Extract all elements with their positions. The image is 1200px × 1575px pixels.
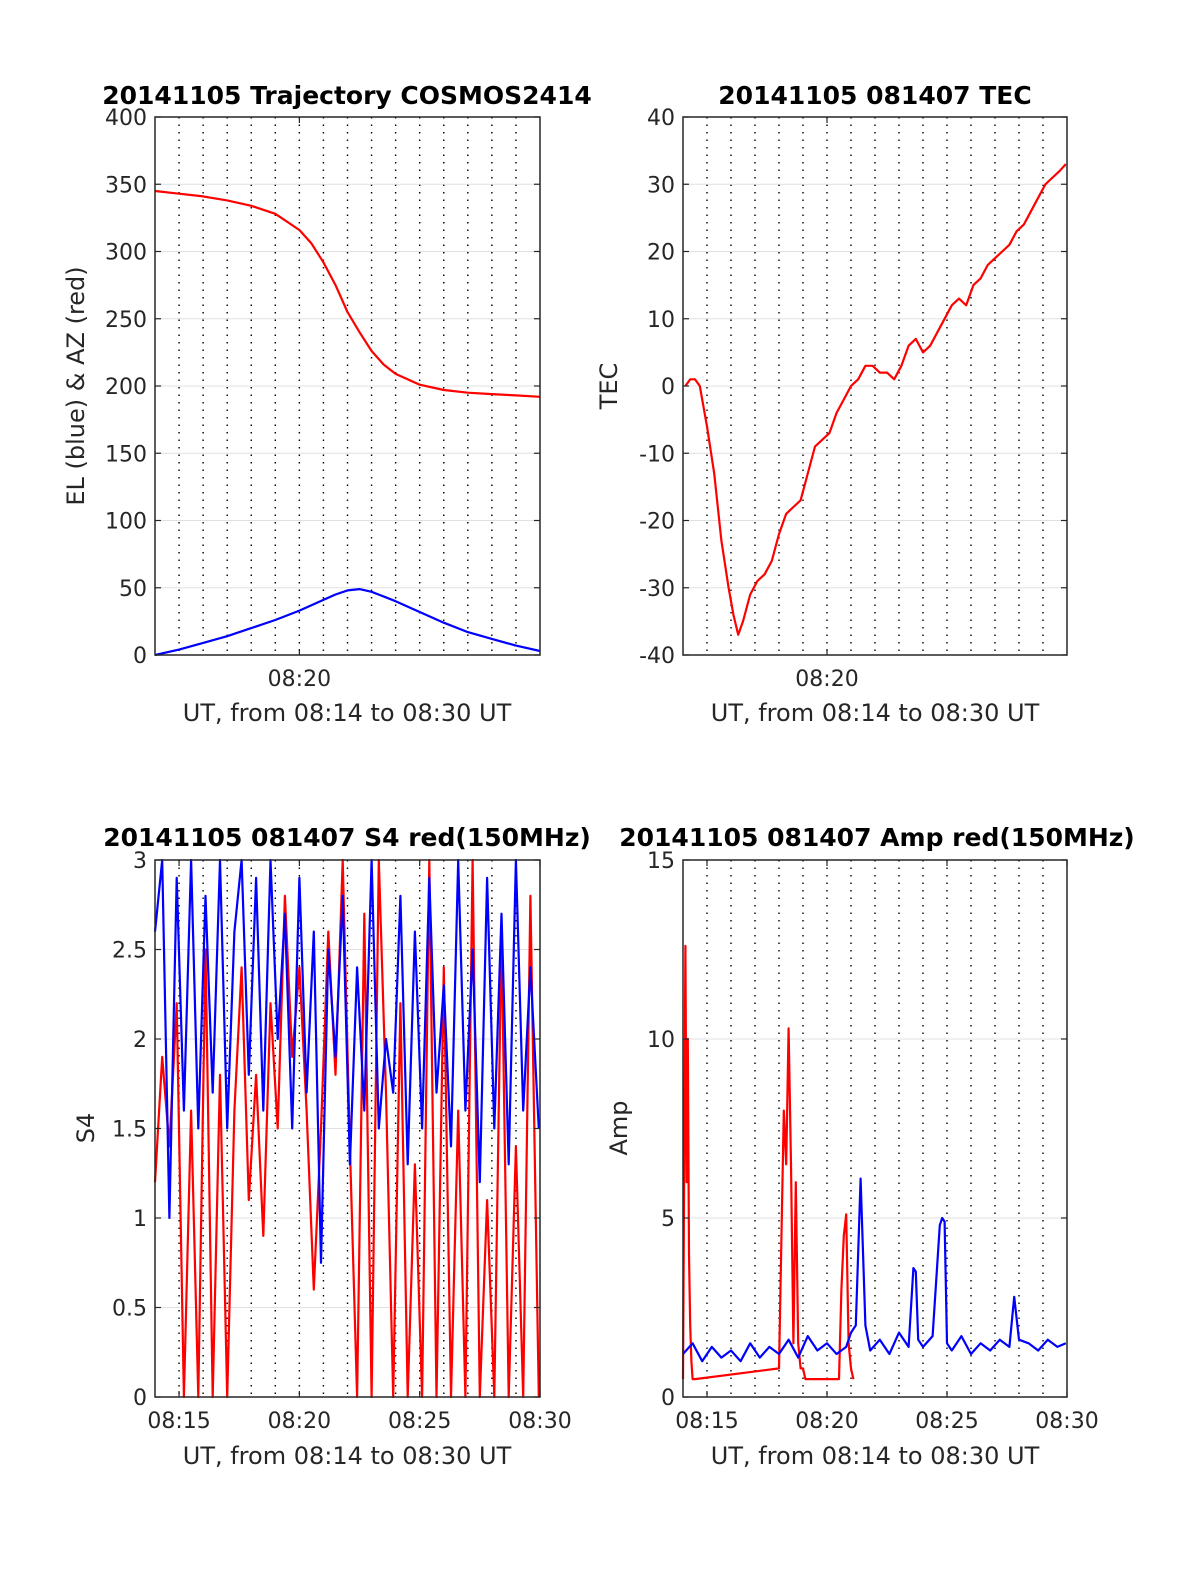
x-tick-label: 08:30 (508, 1409, 571, 1434)
ticks: -40 -30 -20 -10 0 10 20 30 40 08:20 (639, 106, 1067, 692)
y-tick-label: 350 (105, 173, 147, 198)
y-tick-label: 0 (661, 1386, 675, 1411)
x-tick-label: 08:20 (268, 1409, 331, 1434)
series-line (154, 587, 541, 657)
axes-frame (682, 859, 1068, 1398)
x-axis-label: UT, from 08:14 to 08:30 UT (183, 699, 512, 727)
series-line (684, 163, 1067, 636)
series (153, 858, 540, 1399)
series-line (154, 189, 541, 398)
amp-chart: 0 5 10 15 08:15 08:20 08:25 08:30 20141105 0814… (605, 823, 1135, 1470)
y-tick-label: 0 (133, 644, 147, 669)
series (154, 189, 541, 657)
y-tick-label: 1 (133, 1207, 147, 1232)
y-tick-label: -30 (639, 577, 675, 602)
y-tick-label: -20 (639, 510, 675, 535)
series-line (682, 1177, 1067, 1363)
y-axis-label: EL (blue) & AZ (red) (62, 266, 90, 505)
y-axis-label: TEC (595, 363, 623, 411)
x-tick-label: 08:25 (388, 1409, 451, 1434)
y-tick-label: 250 (105, 308, 147, 333)
y-tick-label: 5 (661, 1207, 675, 1232)
y-tick-label: 1.5 (112, 1118, 147, 1143)
trajectory-chart: 0 50 100 150 200 250 300 350 400 08:20 20141105 T… (62, 81, 592, 727)
y-tick-label: 400 (105, 106, 147, 131)
ticks: 0 0.5 1 1.5 2 2.5 3 08:15 08:20 08:25 08:30 (112, 849, 572, 1434)
x-axis-label: UT, from 08:14 to 08:30 UT (711, 1442, 1040, 1470)
x-axis-label: UT, from 08:14 to 08:30 UT (711, 699, 1040, 727)
x-tick-label: 08:15 (147, 1409, 210, 1434)
x-tick-label: 08:30 (1035, 1409, 1098, 1434)
chart-title: 20141105 Trajectory COSMOS2414 (102, 81, 592, 110)
series-line (681, 944, 855, 1381)
x-tick-label: 08:20 (795, 667, 858, 692)
ticks: 0 5 10 15 08:15 08:20 08:25 08:30 (647, 849, 1099, 1434)
y-tick-label: 15 (647, 849, 675, 874)
x-tick-label: 08:20 (795, 1409, 858, 1434)
y-tick-label: 100 (105, 510, 147, 535)
y-tick-label: 0 (133, 1386, 147, 1411)
y-tick-label: 2 (133, 1028, 147, 1053)
y-tick-label: 10 (647, 1028, 675, 1053)
chart-title: 20141105 081407 S4 red(150MHz) (103, 823, 591, 852)
y-tick-label: 40 (647, 106, 675, 131)
y-tick-label: -10 (639, 442, 675, 467)
x-tick-label: 08:25 (915, 1409, 978, 1434)
y-tick-label: 30 (647, 173, 675, 198)
y-tick-label: 200 (105, 375, 147, 400)
y-tick-label: -40 (639, 644, 675, 669)
y-axis-label: S4 (72, 1113, 100, 1144)
tec-chart: -40 -30 -20 -10 0 10 20 30 40 08:20 20141105 0814… (595, 81, 1068, 727)
x-axis-label: UT, from 08:14 to 08:30 UT (183, 1442, 512, 1470)
chart-title: 20141105 081407 TEC (718, 81, 1031, 110)
y-tick-label: 150 (105, 442, 147, 467)
series (684, 163, 1067, 636)
ticks: 0 50 100 150 200 250 300 350 400 08:20 (105, 106, 540, 692)
y-tick-label: 300 (105, 241, 147, 266)
chart-title: 20141105 081407 Amp red(150MHz) (619, 823, 1135, 852)
y-tick-label: 2.5 (112, 939, 147, 964)
x-tick-label: 08:20 (268, 667, 331, 692)
y-tick-label: 3 (133, 849, 147, 874)
y-axis-label: Amp (605, 1100, 633, 1155)
y-tick-label: 10 (647, 308, 675, 333)
y-tick-label: 0 (661, 375, 675, 400)
x-tick-label: 08:15 (675, 1409, 738, 1434)
s4-chart: 0 0.5 1 1.5 2 2.5 3 08:15 08:20 08:25 08:30 201411… (72, 823, 591, 1470)
series (681, 944, 1067, 1381)
y-tick-label: 20 (647, 241, 675, 266)
y-tick-label: 0.5 (112, 1297, 147, 1322)
series-line (153, 858, 540, 1264)
y-tick-label: 50 (119, 577, 147, 602)
